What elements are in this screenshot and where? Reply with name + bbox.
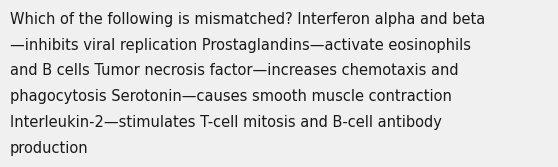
Text: —inhibits viral replication Prostaglandins—activate eosinophils: —inhibits viral replication Prostaglandi…	[10, 38, 471, 53]
Text: and B cells Tumor necrosis factor—increases chemotaxis and: and B cells Tumor necrosis factor—increa…	[10, 63, 459, 78]
Text: Which of the following is mismatched? Interferon alpha and beta: Which of the following is mismatched? In…	[10, 12, 485, 27]
Text: production: production	[10, 141, 89, 156]
Text: phagocytosis Serotonin—causes smooth muscle contraction: phagocytosis Serotonin—causes smooth mus…	[10, 89, 452, 104]
Text: Interleukin-2—stimulates T-cell mitosis and B-cell antibody: Interleukin-2—stimulates T-cell mitosis …	[10, 115, 442, 130]
